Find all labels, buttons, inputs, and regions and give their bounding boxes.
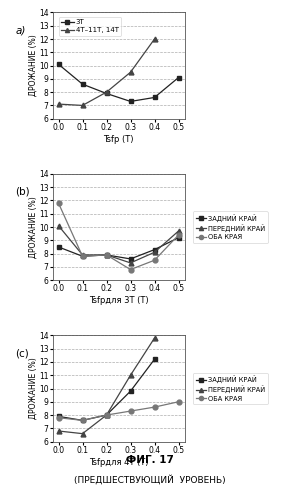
X-axis label: Tsfpдля 4T (Т): Tsfpдля 4T (Т): [89, 458, 148, 467]
ПЕРЕДНИЙ КРАЙ: [177, 228, 180, 234]
ПЕРЕДНИЙ КРАЙ: [57, 223, 60, 229]
Y-axis label: ДРОЖАНИЕ (%): ДРОЖАНИЕ (%): [28, 35, 37, 96]
Line: 3T: 3T: [56, 62, 181, 104]
3T: [129, 98, 132, 104]
X-axis label: Tsfp (Т): Tsfp (Т): [103, 135, 134, 144]
ОБА КРАЯ: [81, 253, 84, 259]
4T–11T, 14T: [153, 36, 156, 42]
ЗАДНИЙ КРАЙ: [57, 244, 60, 250]
ОБА КРАЯ: [129, 266, 132, 272]
ПЕРЕДНИЙ КРАЙ: [153, 250, 156, 255]
3T: [57, 61, 60, 67]
ЗАДНИЙ КРАЙ: [153, 247, 156, 252]
ЗАДНИЙ КРАЙ: [105, 252, 108, 258]
ОБА КРАЯ: [105, 412, 108, 418]
Legend: ЗАДНИЙ КРАЙ, ПЕРЕДНИЙ КРАЙ, ОБА КРАЯ: ЗАДНИЙ КРАЙ, ПЕРЕДНИЙ КРАЙ, ОБА КРАЯ: [193, 211, 268, 243]
ОБА КРАЯ: [81, 417, 84, 423]
Text: ФИГ. 17: ФИГ. 17: [126, 455, 174, 465]
Line: ПЕРЕДНИЙ КРАЙ: ПЕРЕДНИЙ КРАЙ: [56, 336, 157, 436]
ЗАДНИЙ КРАЙ: [129, 388, 132, 394]
Line: 4T–11T, 14T: 4T–11T, 14T: [56, 36, 157, 108]
ОБА КРАЯ: [57, 415, 60, 421]
Text: (b): (b): [16, 187, 30, 197]
4T–11T, 14T: [57, 101, 60, 107]
Line: ОБА КРАЯ: ОБА КРАЯ: [56, 201, 181, 272]
ЗАДНИЙ КРАЙ: [177, 235, 180, 241]
ОБА КРАЯ: [57, 200, 60, 206]
Line: ПЕРЕДНИЙ КРАЙ: ПЕРЕДНИЙ КРАЙ: [56, 223, 181, 265]
ЗАДНИЙ КРАЙ: [81, 253, 84, 259]
Legend: ЗАДНИЙ КРАЙ, ПЕРЕДНИЙ КРАЙ, ОБА КРАЯ: ЗАДНИЙ КРАЙ, ПЕРЕДНИЙ КРАЙ, ОБА КРАЯ: [193, 373, 268, 404]
ЗАДНИЙ КРАЙ: [57, 413, 60, 419]
Line: ЗАДНИЙ КРАЙ: ЗАДНИЙ КРАЙ: [56, 235, 181, 261]
ЗАДНИЙ КРАЙ: [105, 412, 108, 418]
ПЕРЕДНИЙ КРАЙ: [153, 335, 156, 341]
ОБА КРАЯ: [177, 399, 180, 405]
ПЕРЕДНИЙ КРАЙ: [81, 431, 84, 437]
ЗАДНИЙ КРАЙ: [81, 417, 84, 423]
ПЕРЕДНИЙ КРАЙ: [105, 412, 108, 418]
3T: [153, 94, 156, 100]
Y-axis label: ДРОЖАНИЕ (%): ДРОЖАНИЕ (%): [28, 196, 37, 258]
4T–11T, 14T: [81, 102, 84, 108]
Text: (c): (c): [16, 348, 29, 358]
3T: [177, 74, 180, 80]
3T: [105, 90, 108, 96]
Text: a): a): [16, 25, 26, 35]
ЗАДНИЙ КРАЙ: [153, 356, 156, 362]
ОБА КРАЯ: [153, 257, 156, 263]
ПЕРЕДНИЙ КРАЙ: [129, 372, 132, 378]
Line: ОБА КРАЯ: ОБА КРАЯ: [56, 399, 181, 423]
3T: [81, 81, 84, 87]
ПЕРЕДНИЙ КРАЙ: [129, 260, 132, 266]
ОБА КРАЯ: [105, 252, 108, 258]
4T–11T, 14T: [129, 69, 132, 75]
X-axis label: Tsfpдля 3T (Т): Tsfpдля 3T (Т): [89, 296, 148, 305]
4T–11T, 14T: [105, 89, 108, 95]
Legend: 3T, 4T–11T, 14T: 3T, 4T–11T, 14T: [58, 17, 121, 35]
ЗАДНИЙ КРАЙ: [129, 256, 132, 262]
Text: (ПРЕДШЕСТВУЮЩИЙ  УРОВЕНЬ): (ПРЕДШЕСТВУЮЩИЙ УРОВЕНЬ): [74, 475, 226, 485]
ПЕРЕДНИЙ КРАЙ: [81, 252, 84, 258]
ОБА КРАЯ: [129, 408, 132, 414]
ОБА КРАЯ: [153, 404, 156, 410]
Y-axis label: ДРОЖАНИЕ (%): ДРОЖАНИЕ (%): [28, 358, 37, 419]
ПЕРЕДНИЙ КРАЙ: [57, 428, 60, 434]
Line: ЗАДНИЙ КРАЙ: ЗАДНИЙ КРАЙ: [56, 357, 157, 423]
ПЕРЕДНИЙ КРАЙ: [105, 252, 108, 258]
ОБА КРАЯ: [177, 232, 180, 238]
